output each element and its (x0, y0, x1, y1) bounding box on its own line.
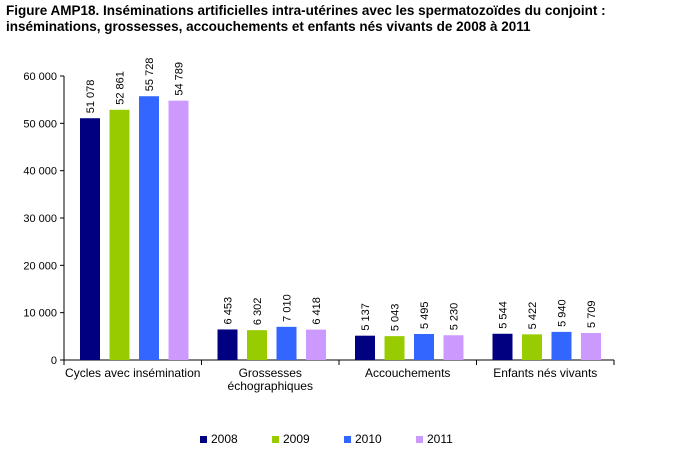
chart-title-line-2: inséminations, grossesses, accouchements… (6, 19, 531, 34)
legend-item-2010: 2010 (344, 432, 382, 446)
legend-label: 2008 (211, 432, 238, 446)
data-label: 5 940 (557, 299, 569, 327)
bar-2009-0 (109, 109, 130, 361)
y-tick-label: 50 000 (23, 118, 57, 130)
bar-2010-3 (551, 331, 572, 360)
legend-label: 2011 (427, 432, 453, 446)
chart-title: Figure AMP18. Inséminations artificielle… (6, 3, 668, 35)
y-tick-label: 40 000 (23, 166, 57, 178)
legend-item-2011: 2011 (416, 432, 453, 446)
bar-2008-1 (217, 329, 238, 360)
data-label: 54 789 (174, 62, 186, 96)
bar-chart: 0 10 000 20 000 30 000 40 000 50 000 60 000 51 … (23, 58, 615, 393)
data-label: 51 078 (85, 80, 97, 114)
bar-2011-3 (581, 332, 601, 360)
data-label: 5 709 (586, 300, 598, 328)
data-label: 5 137 (360, 303, 372, 331)
data-label: 5 495 (419, 301, 431, 329)
y-tick-label: 20 000 (23, 260, 57, 272)
x-category-label: échographiques (228, 379, 313, 393)
x-category-label: Cycles avec insémination (65, 366, 200, 380)
bar-2010-0 (139, 96, 159, 361)
x-category-label: Grossesses (239, 366, 302, 380)
data-label: 6 453 (223, 297, 235, 325)
legend-item-2009: 2009 (272, 432, 310, 446)
bar-2008-2 (355, 335, 375, 360)
data-label: 55 728 (144, 58, 156, 92)
bar-2010-1 (276, 326, 297, 360)
bar-2008-0 (80, 118, 100, 360)
y-tick-label: 30 000 (23, 213, 57, 225)
y-tick-label: 10 000 (23, 308, 57, 320)
x-category-label: Enfants nés vivants (493, 366, 597, 380)
data-label: 5 422 (527, 302, 539, 330)
legend-label: 2010 (355, 432, 382, 446)
chart-title-line-1: Figure AMP18. Inséminations artificielle… (6, 3, 606, 18)
data-label: 52 861 (115, 71, 127, 105)
x-category-label: Accouchements (365, 366, 450, 380)
legend-swatch (200, 435, 207, 443)
data-label: 5 544 (498, 301, 510, 329)
y-tick-label: 0 (51, 355, 57, 367)
bar-2011-2 (443, 335, 464, 360)
bar-2009-1 (247, 330, 267, 360)
bar-2010-2 (414, 333, 434, 360)
legend-label: 2009 (283, 432, 310, 446)
legend-swatch (416, 435, 423, 443)
bar-2009-2 (384, 336, 405, 360)
legend-swatch (344, 435, 351, 443)
bar-2008-3 (492, 333, 513, 360)
bar-2011-1 (306, 329, 326, 360)
data-label: 6 418 (311, 297, 323, 325)
data-label: 5 043 (390, 304, 402, 332)
legend-swatch (272, 435, 279, 443)
bar-2011-0 (168, 100, 189, 360)
y-tick-label: 60 000 (23, 71, 57, 83)
data-label: 7 010 (282, 294, 294, 322)
legend-item-2008: 2008 (200, 432, 238, 446)
chart-legend: 2008 2009 2010 2011 (0, 432, 673, 448)
data-label: 6 302 (252, 298, 264, 326)
data-label: 5 230 (449, 303, 461, 331)
bar-2009-3 (522, 334, 542, 360)
